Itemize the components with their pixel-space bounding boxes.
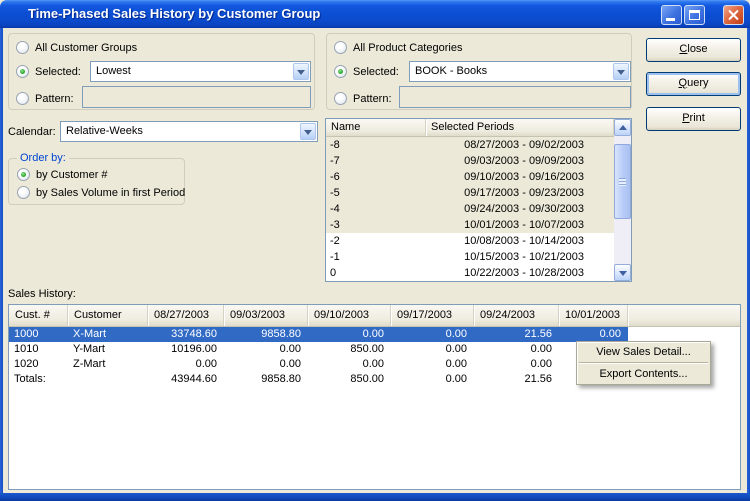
product-pattern-label: Pattern: [353,93,392,105]
period-row[interactable]: 0 10/22/2003 - 10/28/2003 [330,267,584,279]
customer-group-value: Lowest [96,65,131,77]
order-by-sales-volume-radio[interactable] [17,186,30,199]
column-header-cust[interactable]: Cust. # [9,305,68,326]
column-header-period-6[interactable]: 10/01/2003 [559,305,628,326]
customer-selected-radio[interactable] [16,65,29,78]
product-pattern-radio[interactable] [334,92,347,105]
minimize-button[interactable] [661,5,682,25]
customer-pattern-input[interactable] [82,86,311,108]
periods-list-header: Name Selected Periods [326,119,614,137]
column-header-period-4[interactable]: 09/17/2003 [391,305,474,326]
column-header-period-1[interactable]: 08/27/2003 [148,305,224,326]
column-header-period-5[interactable]: 09/24/2003 [474,305,559,326]
order-by-box: Order by: by Customer # by Sales Volume … [8,152,186,205]
product-selected-radio[interactable] [334,65,347,78]
all-product-categories-radio[interactable] [334,41,347,54]
maximize-button[interactable] [684,5,705,25]
scrollbar-thumb[interactable] [614,144,631,219]
calendar-label: Calendar: [8,126,56,138]
calendar-value: Relative-Weeks [66,125,143,137]
chevron-down-icon[interactable] [613,63,629,80]
chevron-down-icon[interactable] [300,123,316,140]
close-button[interactable]: Close [646,38,741,62]
window-title: Time-Phased Sales History by Customer Gr… [28,6,321,21]
table-row[interactable]: 1000 X-Mart 33748.60 9858.80 0.00 0.00 2… [9,327,740,342]
period-row[interactable]: -6 09/10/2003 - 09/16/2003 [326,169,614,185]
vertical-scrollbar[interactable] [614,119,631,281]
context-menu: View Sales Detail... Export Contents... [576,341,711,385]
period-row[interactable]: -3 10/01/2003 - 10/07/2003 [326,217,614,233]
all-customer-groups-label: All Customer Groups [35,42,138,54]
product-category-box: All Product Categories Selected: BOOK - … [326,33,632,110]
print-button[interactable]: Print [646,107,741,131]
customer-pattern-radio[interactable] [16,92,29,105]
window-border-bottom [0,493,750,501]
all-customer-groups-radio[interactable] [16,41,29,54]
period-row[interactable]: -1 10/15/2003 - 10/21/2003 [330,251,584,263]
query-button[interactable]: Query [646,72,741,96]
product-pattern-input[interactable] [399,86,631,108]
chevron-down-icon[interactable] [293,63,309,80]
menu-separator [579,362,708,364]
sales-history-table: Cust. # Customer 08/27/2003 09/03/2003 0… [8,304,741,490]
customer-pattern-label: Pattern: [35,93,74,105]
column-header-filler [628,305,740,326]
column-header-selected-periods[interactable]: Selected Periods [426,119,614,136]
customer-group-combobox[interactable]: Lowest [90,61,311,82]
calendar-combobox[interactable]: Relative-Weeks [60,121,318,142]
column-header-period-2[interactable]: 09/03/2003 [224,305,308,326]
period-row[interactable]: -7 09/03/2003 - 09/09/2003 [326,153,614,169]
order-by-sales-volume-label: by Sales Volume in first Period [36,187,186,199]
scroll-up-arrow-icon[interactable] [614,119,631,136]
column-header-period-3[interactable]: 09/10/2003 [308,305,391,326]
window-border-right [747,28,750,501]
period-row[interactable]: -4 09/24/2003 - 09/30/2003 [326,201,614,217]
period-row[interactable]: -8 08/27/2003 - 09/02/2003 [326,137,614,153]
scroll-down-arrow-icon[interactable] [614,264,631,281]
maximize-icon [689,10,700,20]
column-header-name[interactable]: Name [326,119,426,136]
menu-item-export-contents[interactable]: Export Contents... [599,368,688,380]
minimize-icon [666,18,675,21]
window-border-left [0,28,3,501]
order-by-title: Order by: [17,152,69,164]
period-row[interactable]: -5 09/17/2003 - 09/23/2003 [326,185,614,201]
periods-list: Name Selected Periods -8 08/27/2003 - 09/… [325,118,632,282]
menu-item-view-sales-detail[interactable]: View Sales Detail... [596,346,691,358]
product-selected-label: Selected: [353,66,399,78]
order-by-customer-radio[interactable] [17,168,30,181]
product-category-value: BOOK - Books [415,65,488,77]
customer-group-box: All Customer Groups Selected: Lowest Pat… [8,33,315,110]
order-by-customer-label: by Customer # [36,169,108,181]
product-category-combobox[interactable]: BOOK - Books [409,61,631,82]
column-header-customer[interactable]: Customer [68,305,148,326]
customer-selected-label: Selected: [35,66,81,78]
title-bar: Time-Phased Sales History by Customer Gr… [0,0,750,28]
all-product-categories-label: All Product Categories [353,42,463,54]
period-row[interactable]: -2 10/08/2003 - 10/14/2003 [330,235,584,247]
close-window-button[interactable] [723,5,744,25]
sales-history-header: Cust. # Customer 08/27/2003 09/03/2003 0… [9,305,740,327]
sales-history-label: Sales History: [8,288,76,300]
